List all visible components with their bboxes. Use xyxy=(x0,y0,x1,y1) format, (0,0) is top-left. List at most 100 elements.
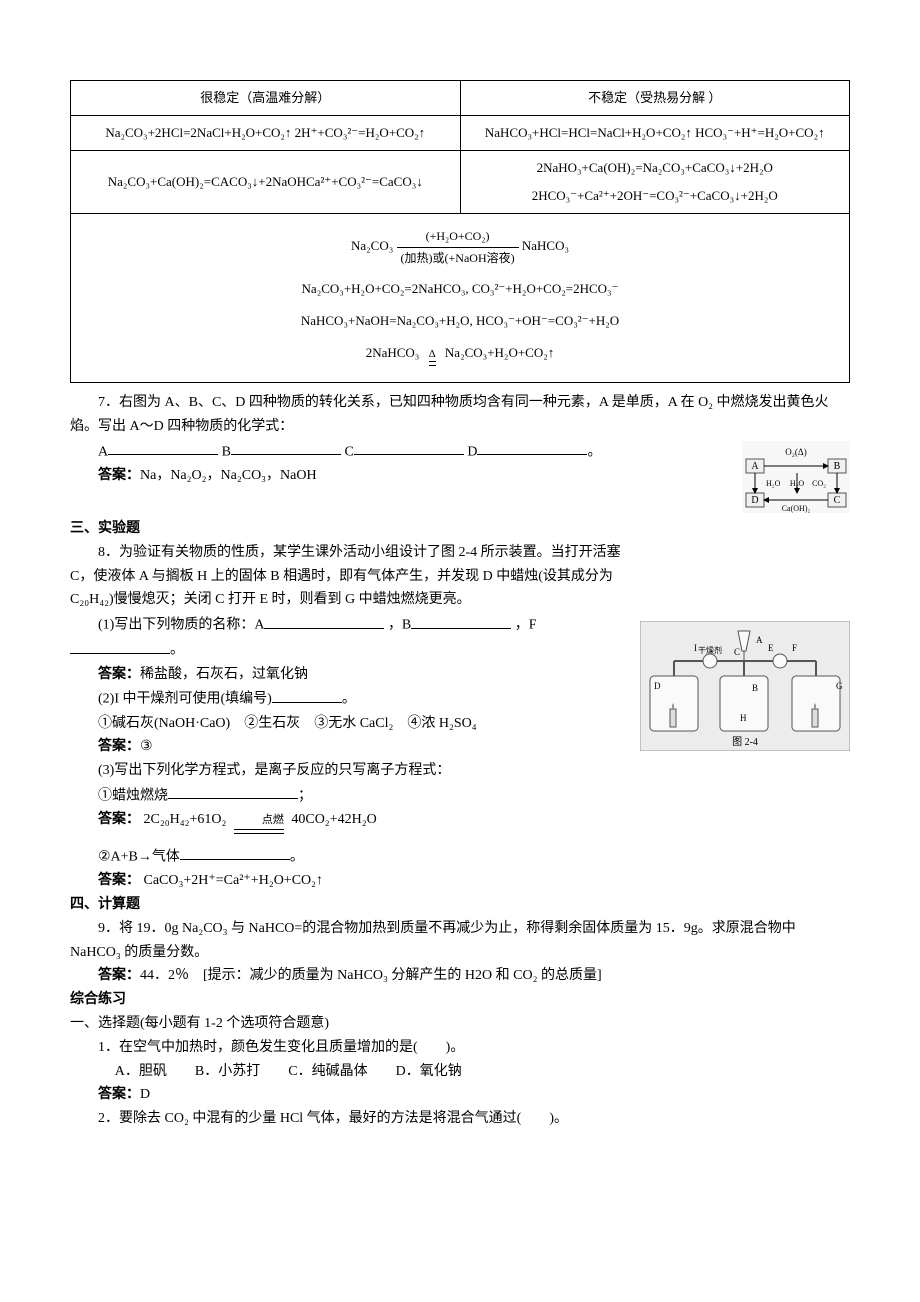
q8-p3: (3)写出下列化学方程式，是离子反应的只写离子方程式： xyxy=(70,759,850,783)
q7-b-label: B xyxy=(222,444,231,459)
cell-eq-2l: Na₂CO₃+2HCl=2NaCl+H₂O+CO₂↑ 2H⁺+CO₃²⁻=H₂O… xyxy=(71,116,461,151)
q8-p3-sub2-suffix: 。 xyxy=(290,849,304,864)
q7-d-label: D xyxy=(467,444,477,459)
cell-eq-2r: NaHCO₃+HCl=HCl=NaCl+H₂O+CO₂↑ HCO₃⁻+H⁺=H₂… xyxy=(460,116,850,151)
eq-3r-b: 2HCO₃⁻+Ca²⁺+2OH⁻=CO₃²⁻+CaCO₃↓+2H₂O xyxy=(469,185,842,207)
blank-q8b[interactable] xyxy=(411,612,511,628)
ex2-text: 2．要除去 CO₂ 中混有的少量 HCl 气体，最好的方法是将混合气通过( )。 xyxy=(70,1107,850,1131)
svg-text:H₂O: H₂O xyxy=(766,479,781,488)
cell-conversion: Na₂CO₃ (+H₂O+CO₂) (加热)或(+NaOH溶夜) NaHCO₃ … xyxy=(71,214,850,383)
cell-unstable: 不稳定（受热易分解 ） xyxy=(460,81,850,116)
ex1-opts: A．胆矾 B．小苏打 C．纯碱晶体 D．氧化钠 xyxy=(70,1060,850,1084)
svg-text:CO₂: CO₂ xyxy=(812,479,826,488)
q8-ans2: ③ xyxy=(140,739,153,754)
conv-line2: Na₂CO₃+H₂O+CO₂=2NaHCO₃, CO₃²⁻+H₂O+CO₂=2H… xyxy=(79,278,841,300)
svg-text:E: E xyxy=(768,643,774,653)
q9-ans-line: 答案：44．2％ [提示：减少的质量为 NaHCO₃ 分解产生的 H2O 和 C… xyxy=(70,964,850,988)
q8-p1-suffix: 。 xyxy=(170,643,184,658)
q7-text: 7．右图为 A、B、C、D 四种物质的转化关系，已知四种物质均含有同一种元素，A… xyxy=(70,391,850,439)
ex1-ans-label: 答案： xyxy=(98,1087,140,1102)
conv4-post: Na₂CO₃+H₂O+CO₂↑ xyxy=(445,345,554,360)
conv4-pre: 2NaHCO₃ xyxy=(366,345,420,360)
svg-text:干燥剂: 干燥剂 xyxy=(698,645,722,655)
cell-stable: 很稳定（高温难分解） xyxy=(71,81,461,116)
q8-p1-f: ，F xyxy=(515,618,537,633)
q8-ans3a-cond: 点燃 xyxy=(262,814,284,826)
q8-p2-label: (2)I 中干燥剂可使用(填编号) xyxy=(98,692,272,707)
conv4-cond: Δ xyxy=(429,348,436,360)
blank-q8f[interactable] xyxy=(70,637,170,653)
q8-p3-sub1: ①蜡烛燃烧 ； xyxy=(70,783,850,808)
q8-p3-sub2: ②A+B→气体 。 xyxy=(70,844,850,869)
ex1-text: 1．在空气中加热时，颜色发生变化且质量增加的是( )。 xyxy=(70,1036,850,1060)
q7-answer: Na，Na₂O₂，Na₂CO₃，NaOH xyxy=(140,468,317,483)
svg-text:A: A xyxy=(751,461,759,472)
svg-text:B: B xyxy=(834,461,841,472)
conv-frac: (+H₂O+CO₂) (加热)或(+NaOH溶夜) xyxy=(397,226,519,268)
blank-q8-3b[interactable] xyxy=(180,844,290,860)
q8-ans1: 稀盐酸，石灰石，过氧化钠 xyxy=(140,667,308,682)
blank-q8-3a[interactable] xyxy=(168,783,298,799)
q7-suffix: 。 xyxy=(587,444,601,459)
svg-text:C: C xyxy=(834,495,841,506)
svg-text:C: C xyxy=(734,647,740,657)
q8-ans3a-label: 答案： xyxy=(98,812,140,827)
q8-figure: 干燥剂 D G H B A C E F I 图 2-4 xyxy=(640,621,850,751)
chemistry-table: 很稳定（高温难分解） 不稳定（受热易分解 ） Na₂CO₃+2HCl=2NaCl… xyxy=(70,80,850,383)
svg-text:图 2-4: 图 2-4 xyxy=(732,736,758,748)
section-5-sub: 一、选择题(每小题有 1-2 个选项符合题意) xyxy=(70,1012,850,1036)
svg-text:G: G xyxy=(836,681,843,691)
section-4-title: 四、计算题 xyxy=(70,893,850,917)
cell-eq-3r: 2NaHO₃+Ca(OH)₂=Na₂CO₃+CaCO₃↓+2H₂O 2HCO₃⁻… xyxy=(460,151,850,214)
q8-ans3b-line: 答案： CaCO₃+2H⁺=Ca²⁺+H₂O+CO₂↑ xyxy=(70,869,850,893)
q9-ans-label: 答案： xyxy=(98,968,140,983)
cell-eq-3l: Na₂CO₃+Ca(OH)₂=CACO₃↓+2NaOHCa²⁺+CO₃²⁻=Ca… xyxy=(71,151,461,214)
conv-line3: NaHCO₃+NaOH=Na₂CO₃+H₂O, HCO₃⁻+OH⁻=CO₃²⁻+… xyxy=(79,310,841,332)
q8-intro: 8．为验证有关物质的性质，某学生课外活动小组设计了图 2-4 所示装置。当打开活… xyxy=(70,541,850,612)
conv-frac-top: (+H₂O+CO₂) xyxy=(397,226,519,247)
svg-text:D: D xyxy=(654,681,661,691)
q8-ans3a-line: 答案： 2C₂₀H₄₂+61O₂ 点燃 40CO₂+42H₂O xyxy=(70,808,850,834)
blank-c[interactable] xyxy=(354,439,464,455)
q7-diagram: A B D C O₂(Δ) H₂O CO₂ H₂O Ca(OH)₂ xyxy=(742,441,850,513)
q8-ans3b-label: 答案： xyxy=(98,873,140,888)
svg-text:H: H xyxy=(740,713,747,723)
q7-c-label: C xyxy=(344,444,353,459)
svg-text:D: D xyxy=(751,495,758,506)
q8-ans1-label: 答案： xyxy=(98,667,140,682)
svg-text:B: B xyxy=(752,683,758,693)
q8-p3-sub1-suffix: ； xyxy=(298,788,312,803)
q8-ans2-label: 答案： xyxy=(98,739,140,754)
q8-p1-b: ，B xyxy=(388,618,411,633)
q8-p2-suffix: 。 xyxy=(342,692,356,707)
q8-p1-label: (1)写出下列物质的名称：A xyxy=(98,618,264,633)
blank-a[interactable] xyxy=(108,439,218,455)
eq-3r-a: 2NaHO₃+Ca(OH)₂=Na₂CO₃+CaCO₃↓+2H₂O xyxy=(469,157,842,179)
q7-a-label: A xyxy=(98,444,108,459)
svg-text:O₂(Δ): O₂(Δ) xyxy=(785,447,806,457)
q8-ans3a-post: 40CO₂+42H₂O xyxy=(291,812,376,827)
blank-d[interactable] xyxy=(477,439,587,455)
conv-post: NaHCO₃ xyxy=(522,238,569,253)
blank-q8-2[interactable] xyxy=(272,686,342,702)
section-5-title: 综合练习 xyxy=(70,988,850,1012)
svg-text:F: F xyxy=(792,643,797,653)
svg-text:A: A xyxy=(756,635,763,645)
section-3-title: 三、实验题 xyxy=(70,517,850,541)
q9-text: 9．将 19．0g Na₂CO₃ 与 NaHCO=的混合物加热到质量不再减少为止… xyxy=(70,917,850,965)
q8-p3-sub2-label: ②A+B→气体 xyxy=(98,849,180,864)
svg-text:I: I xyxy=(694,643,697,653)
conv-pre: Na₂CO₃ xyxy=(351,238,393,253)
conv-frac-bot: (加热)或(+NaOH溶夜) xyxy=(397,248,519,268)
q8-ans3a-pre: 2C₂₀H₄₂+61O₂ xyxy=(144,812,227,827)
blank-q8a[interactable] xyxy=(264,612,384,628)
svg-text:H₂O: H₂O xyxy=(790,479,805,488)
q8-p3-sub1-label: ①蜡烛燃烧 xyxy=(98,788,168,803)
blank-b[interactable] xyxy=(231,439,341,455)
q7-answer-line: 答案：Na，Na₂O₂，Na₂CO₃，NaOH xyxy=(70,464,850,488)
ex1-ans: D xyxy=(140,1087,150,1102)
ex1-ans-line: 答案：D xyxy=(70,1083,850,1107)
svg-text:Ca(OH)₂: Ca(OH)₂ xyxy=(782,504,811,513)
q7-answer-label: 答案： xyxy=(98,468,140,483)
q8-ans3b: CaCO₃+2H⁺=Ca²⁺+H₂O+CO₂↑ xyxy=(140,873,323,888)
